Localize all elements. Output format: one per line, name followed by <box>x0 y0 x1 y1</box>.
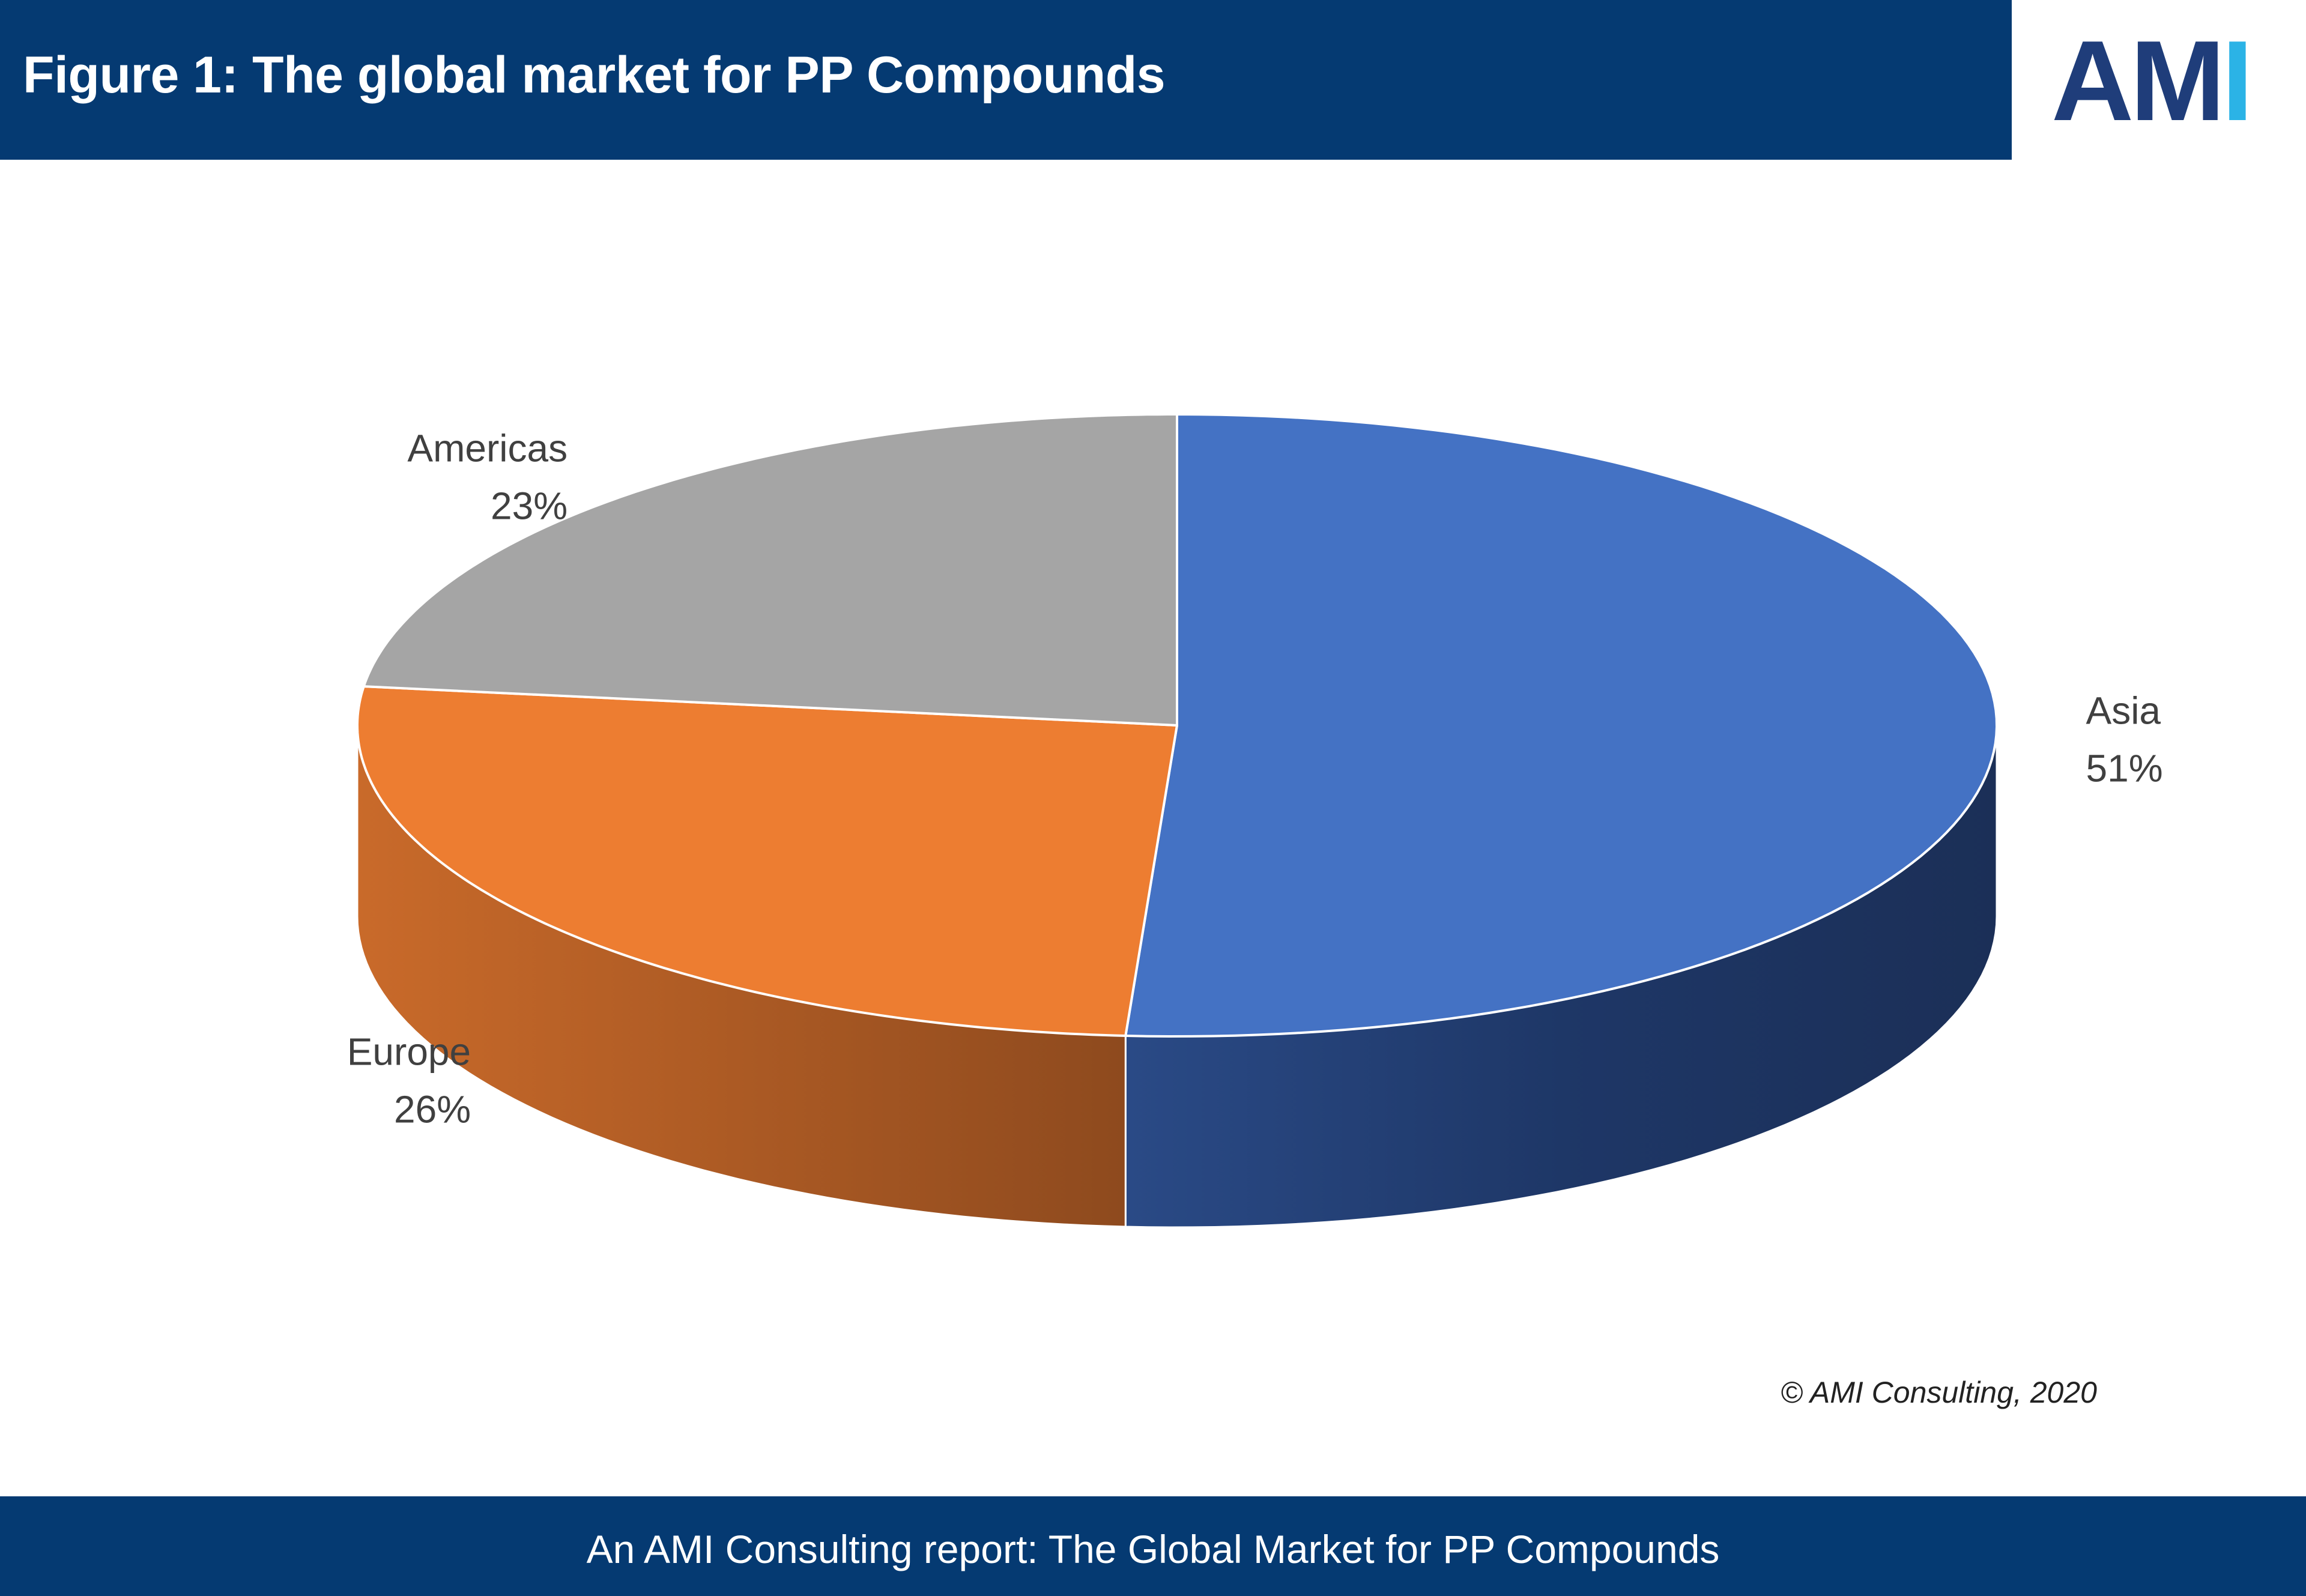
pie-slice-asia <box>1124 413 1998 1038</box>
pie-slices <box>356 413 1998 1038</box>
label-europe-name: Europe <box>347 1030 471 1074</box>
label-europe-value: 26% <box>394 1088 471 1131</box>
header-bar: Figure 1: The global market for PP Compo… <box>0 0 2012 160</box>
logo-text-am: AM <box>2051 17 2225 145</box>
footer-bar: An AMI Consulting report: The Global Mar… <box>0 1496 2306 1596</box>
pie-chart: Asia 51% Europe 26% Americas 23% <box>347 413 2163 1229</box>
pie-slice-americas <box>362 413 1178 727</box>
ami-logo-text: AMI <box>2051 24 2253 138</box>
label-asia-value: 51% <box>2086 747 2163 790</box>
ami-logo: AMI <box>2012 0 2306 160</box>
figure-title: Figure 1: The global market for PP Compo… <box>23 46 1166 104</box>
label-americas-value: 23% <box>491 484 567 527</box>
pie-slice-europe <box>356 685 1178 1037</box>
label-asia-name: Asia <box>2086 689 2161 733</box>
pie-labels: Asia 51% Europe 26% Americas 23% <box>347 426 2163 1131</box>
copyright-note: © AMI Consulting, 2020 <box>1781 1376 2097 1409</box>
footer-text: An AMI Consulting report: The Global Mar… <box>586 1527 1720 1571</box>
logo-text-i: I <box>2221 17 2253 145</box>
label-americas-name: Americas <box>407 426 567 470</box>
